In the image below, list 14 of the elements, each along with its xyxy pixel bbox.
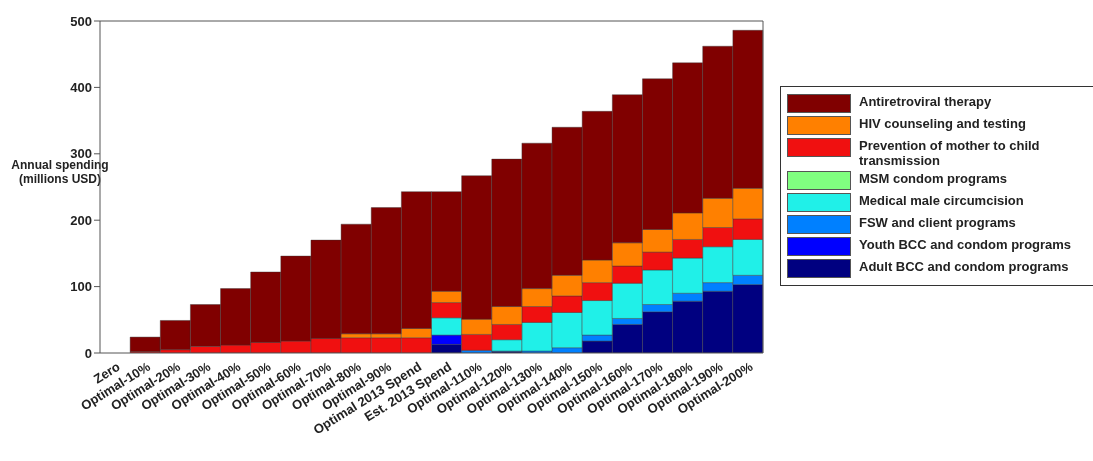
legend-label: Prevention of mother to child transmission: [859, 138, 1041, 168]
legend-label: Antiretroviral therapy: [859, 94, 993, 109]
y-tick-label: 400: [70, 80, 92, 96]
legend-label: MSM condom programs: [859, 171, 1009, 186]
y-tick-label: 0: [84, 345, 92, 361]
legend-label: Youth BCC and condom programs: [859, 237, 1073, 252]
y-axis-title: Annual spending (millions USD): [10, 158, 110, 186]
legend-label: HIV counseling and testing: [859, 116, 1027, 131]
y-tick-label: 200: [70, 212, 92, 228]
y-tick-label: 500: [70, 13, 92, 29]
legend-label: Medical male circumcision: [859, 193, 1025, 208]
legend-label: Adult BCC and condom programs: [859, 259, 1070, 274]
legend-label: FSW and client programs: [859, 215, 1017, 230]
y-tick-label: 100: [70, 279, 92, 295]
